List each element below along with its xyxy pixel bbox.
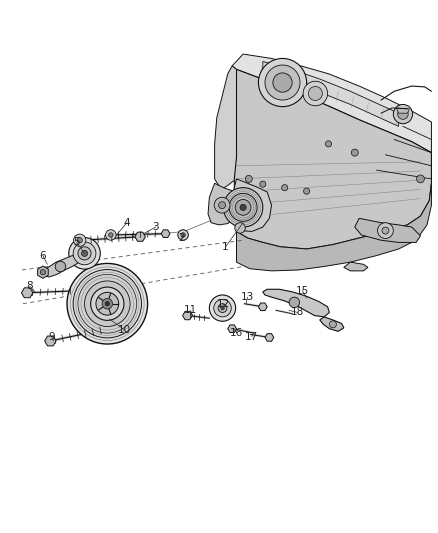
- Polygon shape: [320, 317, 344, 332]
- Circle shape: [245, 175, 252, 182]
- Circle shape: [73, 242, 96, 265]
- Circle shape: [105, 302, 110, 306]
- Circle shape: [240, 204, 246, 211]
- Polygon shape: [38, 266, 48, 278]
- Polygon shape: [43, 255, 78, 277]
- Circle shape: [219, 201, 226, 209]
- Circle shape: [40, 270, 46, 275]
- Circle shape: [223, 188, 263, 227]
- Circle shape: [273, 73, 292, 92]
- Circle shape: [329, 321, 336, 328]
- Polygon shape: [228, 325, 237, 333]
- Circle shape: [67, 263, 148, 344]
- Text: 16: 16: [230, 328, 243, 338]
- Text: 18: 18: [291, 308, 304, 318]
- Circle shape: [235, 199, 251, 215]
- Circle shape: [78, 274, 137, 333]
- Text: 6: 6: [39, 251, 46, 261]
- Circle shape: [74, 234, 86, 246]
- Circle shape: [398, 109, 408, 119]
- Polygon shape: [161, 230, 170, 237]
- Polygon shape: [263, 289, 329, 317]
- Circle shape: [69, 238, 100, 269]
- Circle shape: [214, 300, 231, 317]
- Polygon shape: [355, 219, 420, 243]
- Polygon shape: [233, 179, 272, 231]
- Circle shape: [378, 223, 393, 238]
- Polygon shape: [396, 108, 410, 113]
- Circle shape: [91, 287, 124, 320]
- Circle shape: [85, 281, 130, 327]
- Circle shape: [235, 223, 245, 233]
- Circle shape: [209, 295, 236, 321]
- Circle shape: [304, 188, 310, 194]
- Circle shape: [96, 292, 119, 315]
- Circle shape: [393, 104, 413, 124]
- Text: 13: 13: [241, 292, 254, 302]
- Polygon shape: [135, 232, 145, 241]
- Circle shape: [382, 227, 389, 234]
- Circle shape: [417, 175, 424, 183]
- Polygon shape: [258, 303, 267, 311]
- Polygon shape: [237, 183, 431, 271]
- Text: 2: 2: [178, 233, 185, 243]
- Circle shape: [308, 86, 322, 101]
- Polygon shape: [208, 183, 234, 225]
- Polygon shape: [234, 69, 431, 249]
- Polygon shape: [344, 262, 368, 271]
- Text: 9: 9: [48, 332, 55, 342]
- Circle shape: [260, 181, 266, 187]
- Circle shape: [214, 197, 230, 213]
- Text: 4: 4: [124, 217, 131, 228]
- Polygon shape: [183, 311, 192, 320]
- Circle shape: [78, 247, 91, 260]
- Text: 5: 5: [73, 237, 80, 247]
- Polygon shape: [265, 334, 274, 341]
- Circle shape: [102, 298, 113, 309]
- Text: 17: 17: [245, 332, 258, 342]
- Polygon shape: [45, 336, 56, 346]
- Circle shape: [221, 306, 224, 310]
- Polygon shape: [21, 288, 33, 298]
- Circle shape: [303, 81, 328, 106]
- Text: 12: 12: [217, 298, 230, 309]
- Circle shape: [282, 184, 288, 191]
- Text: 8: 8: [26, 281, 33, 291]
- Circle shape: [181, 233, 185, 237]
- Polygon shape: [232, 54, 431, 152]
- Circle shape: [218, 304, 227, 312]
- Text: 11: 11: [184, 305, 197, 316]
- Polygon shape: [263, 61, 399, 126]
- Circle shape: [289, 297, 300, 308]
- Circle shape: [81, 251, 88, 256]
- Circle shape: [106, 230, 116, 240]
- Text: 10: 10: [118, 325, 131, 335]
- Circle shape: [77, 238, 82, 243]
- Circle shape: [178, 230, 188, 240]
- Circle shape: [109, 233, 113, 237]
- Circle shape: [73, 270, 141, 338]
- Circle shape: [258, 59, 307, 107]
- Text: 15: 15: [296, 286, 309, 296]
- Text: 1: 1: [222, 242, 229, 252]
- Polygon shape: [215, 66, 237, 189]
- Text: 3: 3: [152, 222, 159, 232]
- Circle shape: [229, 193, 257, 221]
- Circle shape: [351, 149, 358, 156]
- Circle shape: [55, 261, 66, 272]
- Circle shape: [325, 141, 332, 147]
- Circle shape: [265, 65, 300, 100]
